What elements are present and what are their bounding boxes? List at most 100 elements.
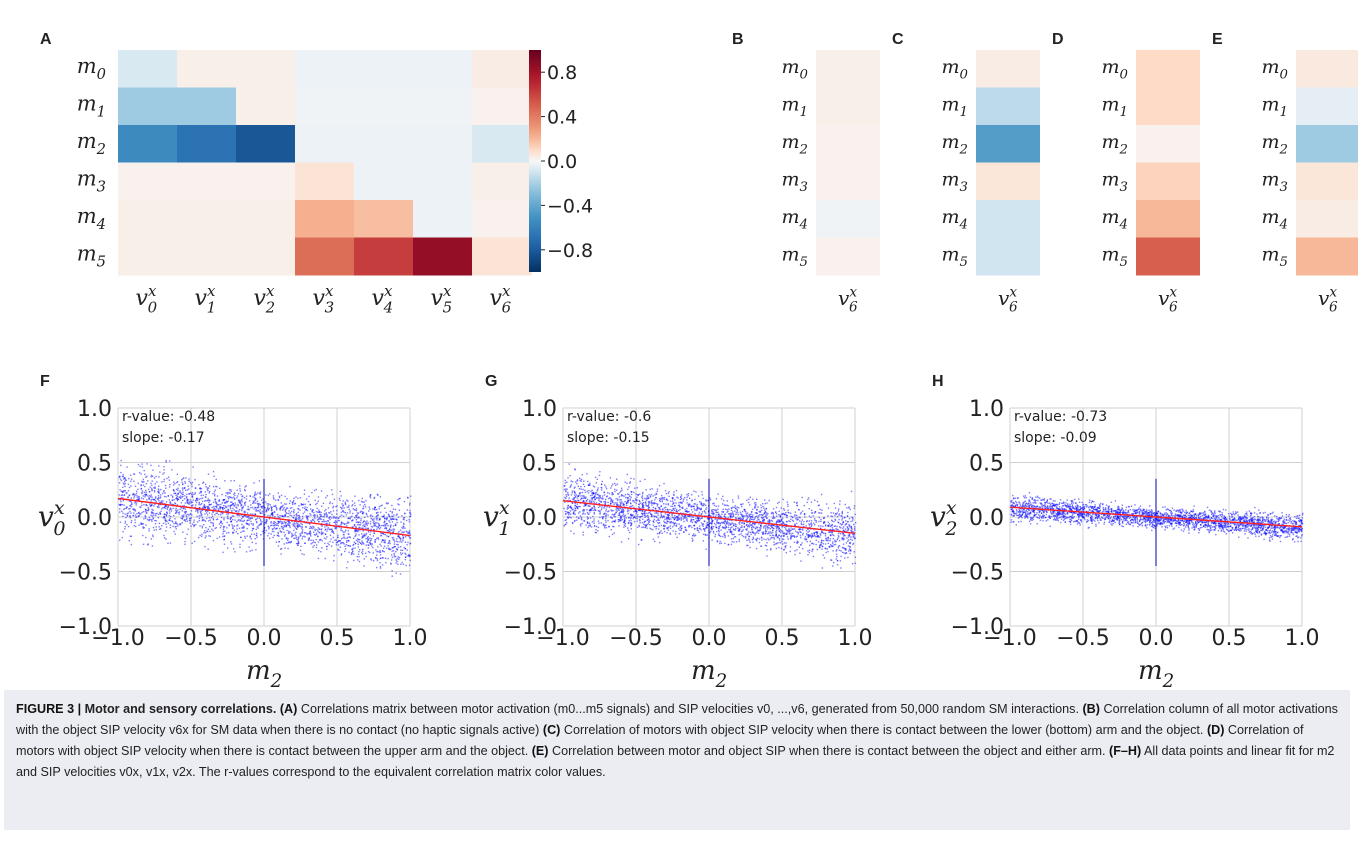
data-point bbox=[226, 513, 228, 515]
data-point bbox=[293, 525, 295, 527]
data-point bbox=[725, 526, 728, 529]
data-point bbox=[747, 524, 750, 526]
data-point bbox=[399, 529, 402, 531]
data-point bbox=[307, 500, 310, 503]
data-point bbox=[312, 546, 314, 548]
data-point bbox=[755, 538, 757, 541]
data-point bbox=[140, 523, 142, 525]
data-point bbox=[295, 536, 298, 538]
data-point bbox=[627, 521, 630, 524]
data-point bbox=[834, 541, 836, 543]
data-point bbox=[148, 491, 151, 493]
data-point bbox=[589, 501, 591, 503]
data-point bbox=[299, 516, 301, 518]
data-point bbox=[337, 548, 339, 551]
data-point bbox=[274, 521, 277, 524]
data-point bbox=[130, 521, 132, 524]
data-point bbox=[401, 531, 403, 533]
data-point bbox=[633, 506, 635, 509]
data-point bbox=[644, 520, 646, 523]
data-point bbox=[355, 509, 358, 512]
data-point bbox=[342, 522, 344, 524]
data-point bbox=[654, 507, 657, 510]
data-point bbox=[365, 544, 367, 546]
data-point bbox=[630, 513, 632, 516]
data-point bbox=[655, 492, 657, 494]
data-point bbox=[700, 529, 702, 531]
data-point bbox=[186, 517, 188, 520]
data-point bbox=[182, 489, 184, 491]
data-point bbox=[230, 496, 232, 499]
data-point bbox=[831, 520, 834, 522]
data-point bbox=[162, 500, 164, 502]
data-point bbox=[593, 500, 595, 503]
data-point bbox=[178, 511, 181, 513]
data-point bbox=[700, 508, 702, 510]
data-point bbox=[589, 524, 591, 526]
data-point bbox=[576, 516, 578, 518]
data-point bbox=[702, 525, 704, 527]
data-point bbox=[849, 508, 851, 511]
data-point bbox=[310, 535, 312, 537]
data-point bbox=[229, 518, 232, 520]
data-point bbox=[255, 542, 257, 545]
data-point bbox=[145, 524, 147, 526]
data-point bbox=[396, 543, 398, 546]
data-point bbox=[673, 524, 675, 526]
data-point bbox=[168, 519, 170, 521]
data-point bbox=[301, 526, 303, 528]
data-point bbox=[234, 551, 236, 553]
data-point bbox=[119, 499, 122, 501]
data-point bbox=[692, 516, 694, 518]
data-point bbox=[316, 516, 319, 518]
data-point bbox=[237, 499, 240, 501]
data-point bbox=[716, 527, 718, 529]
data-point bbox=[707, 524, 709, 526]
data-point bbox=[191, 491, 194, 494]
data-point bbox=[227, 505, 230, 507]
data-point bbox=[404, 552, 406, 554]
data-point bbox=[361, 511, 363, 513]
data-point bbox=[855, 522, 857, 524]
data-point bbox=[126, 512, 128, 515]
data-point bbox=[333, 498, 336, 500]
data-point bbox=[141, 491, 143, 494]
data-point bbox=[578, 488, 581, 490]
data-point bbox=[590, 508, 593, 510]
data-point bbox=[393, 518, 395, 520]
data-point bbox=[355, 529, 358, 532]
data-point bbox=[720, 535, 722, 538]
data-point bbox=[785, 545, 787, 547]
data-point bbox=[587, 513, 589, 515]
data-point bbox=[233, 509, 235, 511]
data-point bbox=[409, 512, 412, 514]
colorbar bbox=[529, 50, 541, 272]
data-point bbox=[208, 485, 211, 487]
data-point bbox=[171, 503, 173, 506]
data-point bbox=[688, 533, 690, 535]
data-point bbox=[175, 507, 177, 510]
heatmap-cell bbox=[472, 200, 532, 238]
data-point bbox=[212, 524, 215, 526]
data-point bbox=[842, 520, 845, 523]
data-point bbox=[399, 539, 402, 541]
data-point bbox=[680, 516, 682, 519]
data-point bbox=[152, 517, 155, 519]
data-point bbox=[171, 469, 173, 471]
data-point bbox=[200, 513, 202, 515]
data-point bbox=[244, 537, 246, 539]
data-point bbox=[575, 509, 577, 512]
data-point bbox=[564, 496, 566, 499]
data-point bbox=[237, 519, 239, 522]
data-point bbox=[354, 530, 356, 532]
data-point bbox=[680, 495, 682, 498]
data-point bbox=[223, 505, 225, 507]
data-point bbox=[636, 494, 639, 496]
data-point bbox=[821, 530, 823, 532]
data-point bbox=[643, 521, 645, 523]
data-point bbox=[130, 543, 132, 546]
data-point bbox=[614, 482, 616, 485]
data-point bbox=[833, 561, 835, 564]
data-point bbox=[639, 516, 642, 518]
data-point bbox=[203, 503, 205, 506]
